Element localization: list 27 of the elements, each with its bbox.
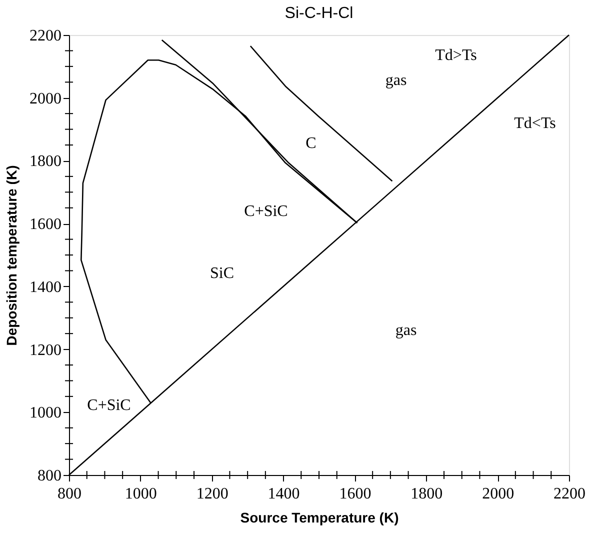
x-axis-title: Source Temperature (K) bbox=[240, 510, 399, 526]
annotation: Td>Ts bbox=[435, 47, 477, 64]
y-tick-label: 1200 bbox=[30, 342, 62, 359]
x-tick-label: 2200 bbox=[554, 486, 586, 502]
y-tick-label: 800 bbox=[38, 468, 62, 484]
y-tick-label: 1800 bbox=[30, 153, 62, 170]
x-tick-label: 1000 bbox=[124, 486, 157, 502]
y-tick-label: 2000 bbox=[30, 90, 62, 108]
annotation: C+SiC bbox=[87, 397, 131, 414]
annotation: Td<Ts bbox=[514, 115, 556, 132]
annotation: gas bbox=[395, 322, 417, 339]
x-tick-label: 2000 bbox=[482, 486, 514, 502]
y-tick-label: 2200 bbox=[30, 28, 62, 44]
annotation: gas bbox=[385, 72, 407, 89]
chart-title: Si-C-H-Cl bbox=[284, 5, 354, 22]
annotation: SiC bbox=[210, 265, 234, 282]
annotation: C+SiC bbox=[244, 203, 288, 220]
x-tick-label: 1400 bbox=[268, 486, 300, 502]
y-tick-label: 1000 bbox=[30, 404, 62, 422]
y-tick-label: 1600 bbox=[30, 216, 62, 234]
x-tick-label: 1200 bbox=[196, 486, 228, 502]
x-tick-label: 800 bbox=[58, 486, 82, 502]
y-axis-title: Deposition temperature (K) bbox=[4, 165, 20, 346]
y-tick-label: 1400 bbox=[30, 278, 62, 296]
annotation: C bbox=[306, 135, 316, 152]
x-tick-label: 1800 bbox=[410, 486, 443, 502]
x-tick-label: 1600 bbox=[339, 486, 372, 502]
